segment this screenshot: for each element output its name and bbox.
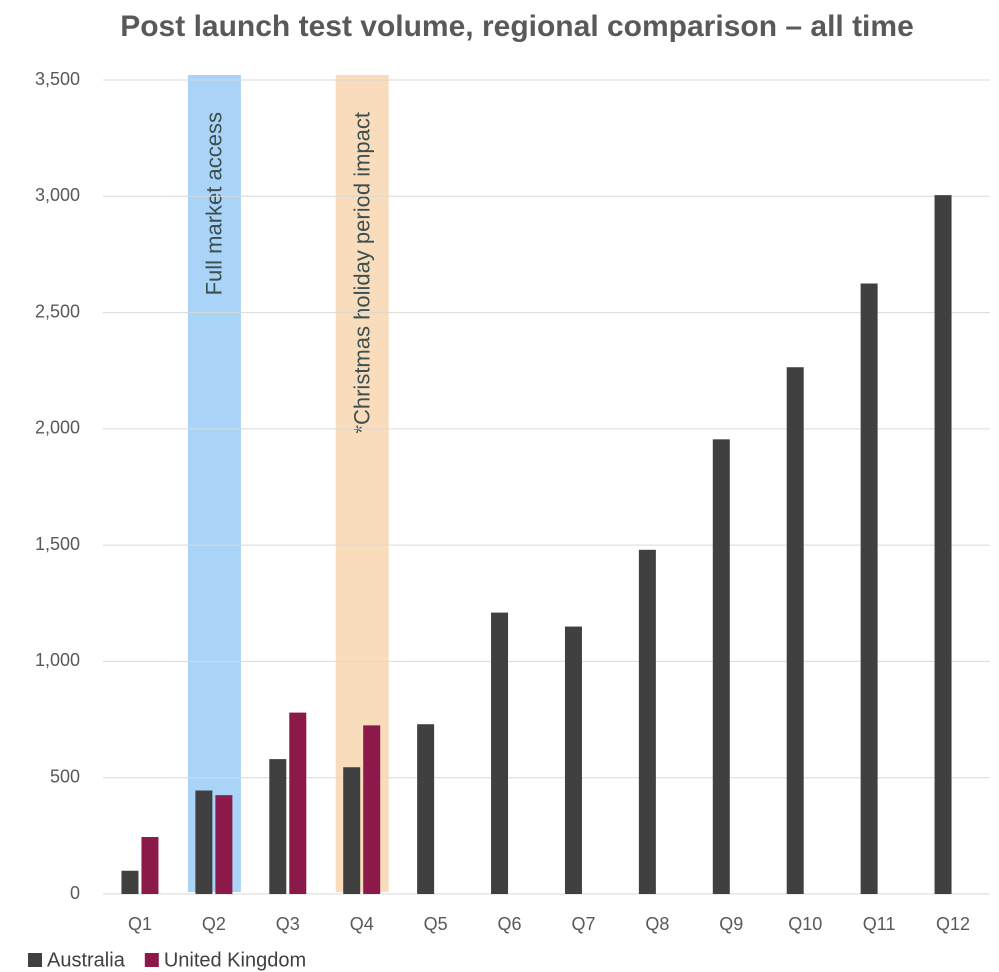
- x-tick-label: Q4: [350, 914, 374, 934]
- y-tick-label: 3,500: [35, 69, 80, 89]
- bar: [289, 712, 307, 894]
- bar: [215, 795, 233, 894]
- y-tick-label: 2,000: [35, 418, 80, 438]
- x-tick-label: Q12: [936, 914, 970, 934]
- bar: [141, 837, 159, 894]
- x-tick-label: Q7: [571, 914, 595, 934]
- y-tick-label: 3,000: [35, 185, 80, 205]
- y-tick-label: 500: [50, 766, 80, 786]
- bar: [417, 724, 435, 894]
- y-tick-label: 0: [70, 883, 80, 903]
- x-tick-label: Q2: [202, 914, 226, 934]
- bar: [363, 725, 381, 894]
- bar: [860, 283, 878, 894]
- bar: [934, 195, 952, 894]
- y-tick-label: 1,000: [35, 650, 80, 670]
- bar: [638, 549, 656, 894]
- x-tick-label: Q5: [424, 914, 448, 934]
- bar: [786, 367, 804, 894]
- legend-swatch: [28, 953, 42, 967]
- x-tick-label: Q1: [128, 914, 152, 934]
- x-tick-label: Q11: [863, 914, 896, 934]
- legend-label: United Kingdom: [164, 949, 306, 971]
- bar: [195, 790, 213, 894]
- bar: [269, 759, 287, 894]
- bar: [564, 626, 582, 894]
- bar: [712, 439, 730, 894]
- bar: [491, 612, 509, 894]
- x-tick-label: Q3: [276, 914, 300, 934]
- x-tick-label: Q6: [498, 914, 522, 934]
- legend-swatch: [144, 953, 159, 967]
- legend-label: Australia: [47, 949, 126, 971]
- x-tick-label: Q8: [645, 914, 669, 934]
- x-tick-label: Q9: [719, 914, 743, 934]
- y-tick-label: 2,500: [35, 301, 80, 321]
- bar: [121, 870, 139, 894]
- x-tick-label: Q10: [788, 914, 822, 934]
- y-tick-label: 1,500: [35, 534, 80, 554]
- highlight-label: *Christmas holiday period impact: [350, 112, 375, 434]
- bar: [343, 767, 361, 894]
- highlight-label: Full market access: [202, 112, 227, 295]
- chart-title: Post launch test volume, regional compar…: [120, 10, 914, 43]
- highlight-band: [187, 75, 241, 892]
